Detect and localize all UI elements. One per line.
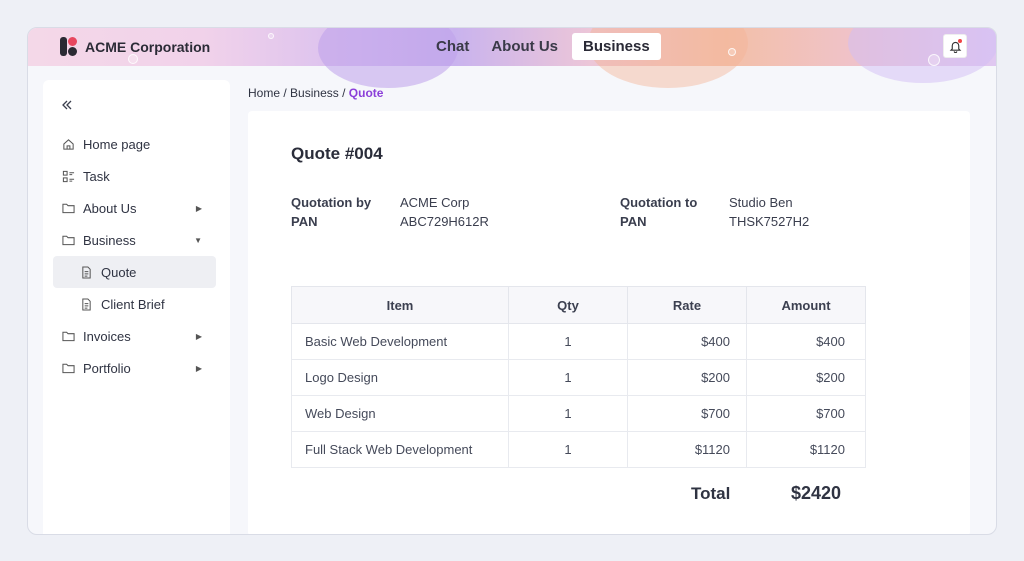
quotation-by-values: ACME Corp ABC729H612R: [400, 193, 489, 231]
quotation-by-value: ACME Corp: [400, 195, 470, 210]
cell-amount: $200: [746, 359, 866, 396]
table-row: Full Stack Web Development 1 $1120 $1120: [291, 431, 866, 468]
quotation-to-values: Studio Ben THSK7527H2: [729, 193, 809, 231]
table-row: Basic Web Development 1 $400 $400: [291, 323, 866, 360]
column-header-rate: Rate: [627, 286, 747, 324]
sidebar-item-quote[interactable]: Quote: [53, 256, 216, 288]
sidebar-item-label: Portfolio: [83, 360, 131, 376]
breadcrumb-separator: /: [342, 86, 346, 100]
cell-amount: $400: [746, 323, 866, 360]
cell-qty: 1: [508, 323, 628, 360]
sidebar-item-about-us[interactable]: About Us ▶: [43, 192, 230, 224]
pan-value: THSK7527H2: [729, 214, 810, 229]
sidebar-item-portfolio[interactable]: Portfolio ▶: [43, 352, 230, 384]
caret-right-icon: ▶: [195, 332, 202, 341]
breadcrumb-business[interactable]: Business: [290, 86, 339, 100]
folder-icon: [61, 201, 75, 215]
brand[interactable]: ACME Corporation: [60, 37, 210, 56]
nav-business[interactable]: Business: [572, 33, 661, 60]
breadcrumb-separator: /: [283, 86, 287, 100]
cell-amount: $700: [746, 395, 866, 432]
table-header-row: Item Qty Rate Amount: [291, 286, 866, 324]
sidebar-item-label: Client Brief: [101, 296, 165, 312]
quotation-to-value: Studio Ben: [729, 195, 793, 210]
cell-qty: 1: [508, 359, 628, 396]
cell-rate: $200: [627, 359, 747, 396]
collapse-sidebar-button[interactable]: [61, 98, 73, 116]
sidebar-item-label: About Us: [83, 200, 137, 216]
sidebar-item-home[interactable]: Home page: [43, 128, 230, 160]
brand-name: ACME Corporation: [85, 38, 211, 55]
pan-label: PAN: [291, 214, 318, 229]
cell-item: Full Stack Web Development: [291, 431, 509, 468]
total-label: Total: [691, 484, 731, 503]
document-icon: [79, 265, 93, 279]
notification-dot: [958, 39, 962, 43]
sidebar-item-label: Business: [83, 232, 136, 248]
caret-right-icon: ▶: [195, 364, 202, 373]
top-bar: ACME Corporation Chat About Us Business: [28, 28, 996, 88]
pan-label: PAN: [620, 214, 647, 229]
sidebar: Home page Task About Us ▶ Business: [43, 80, 230, 534]
table-row: Web Design 1 $700 $700: [291, 395, 866, 432]
caret-down-icon: ▼: [194, 236, 202, 245]
top-nav: Chat About Us Business: [428, 33, 661, 60]
sidebar-item-label: Invoices: [83, 328, 131, 344]
notification-button[interactable]: [943, 34, 967, 58]
double-chevron-left-icon: [62, 100, 72, 110]
quote-table: Item Qty Rate Amount Basic Web Developme…: [291, 286, 866, 468]
cell-item: Web Design: [291, 395, 509, 432]
page-title: Quote #004: [291, 144, 383, 163]
breadcrumb-current: Quote: [348, 86, 384, 100]
sidebar-item-label: Task: [83, 168, 110, 184]
sidebar-item-client-brief[interactable]: Client Brief: [43, 288, 230, 320]
table-row: Logo Design 1 $200 $200: [291, 359, 866, 396]
document-icon: [79, 297, 93, 311]
task-list-icon: [61, 169, 75, 183]
nav-about-us[interactable]: About Us: [491, 38, 559, 55]
cell-rate: $1120: [627, 431, 747, 468]
sidebar-item-label: Quote: [101, 264, 137, 280]
caret-right-icon: ▶: [195, 204, 202, 213]
folder-icon: [61, 329, 75, 343]
sidebar-item-invoices[interactable]: Invoices ▶: [43, 320, 230, 352]
cell-qty: 1: [508, 395, 628, 432]
column-header-item: Item: [291, 286, 509, 324]
folder-icon: [61, 233, 75, 247]
nav-chat[interactable]: Chat: [436, 38, 470, 55]
cell-item: Logo Design: [291, 359, 509, 396]
column-header-amount: Amount: [746, 286, 866, 324]
sidebar-menu: Home page Task About Us ▶ Business: [43, 128, 230, 384]
sidebar-item-task[interactable]: Task: [43, 160, 230, 192]
cell-qty: 1: [508, 431, 628, 468]
quotation-to-label: Quotation to: [620, 195, 698, 210]
cell-amount: $1120: [746, 431, 866, 468]
breadcrumb: Home / Business / Quote: [248, 86, 383, 100]
cell-rate: $400: [627, 323, 747, 360]
bell-icon: [949, 41, 961, 53]
app-window: ACME Corporation Chat About Us Business: [27, 27, 997, 535]
column-header-qty: Qty: [508, 286, 628, 324]
cell-item: Basic Web Development: [291, 323, 509, 360]
quote-card: Quote #004 Quotation by PAN ACME Corp AB…: [248, 111, 970, 534]
acme-logo-icon: [60, 37, 77, 56]
quotation-by-labels: Quotation by PAN: [291, 193, 371, 231]
quotation-to-labels: Quotation to PAN: [620, 193, 697, 231]
sidebar-item-business[interactable]: Business ▼: [43, 224, 230, 256]
pan-value: ABC729H612R: [400, 214, 489, 229]
sidebar-item-label: Home page: [83, 136, 151, 152]
home-icon: [61, 137, 75, 151]
folder-icon: [61, 361, 75, 375]
total-value: $2420: [791, 483, 842, 503]
breadcrumb-home[interactable]: Home: [248, 86, 281, 100]
quotation-by-label: Quotation by: [291, 195, 372, 210]
cell-rate: $700: [627, 395, 747, 432]
